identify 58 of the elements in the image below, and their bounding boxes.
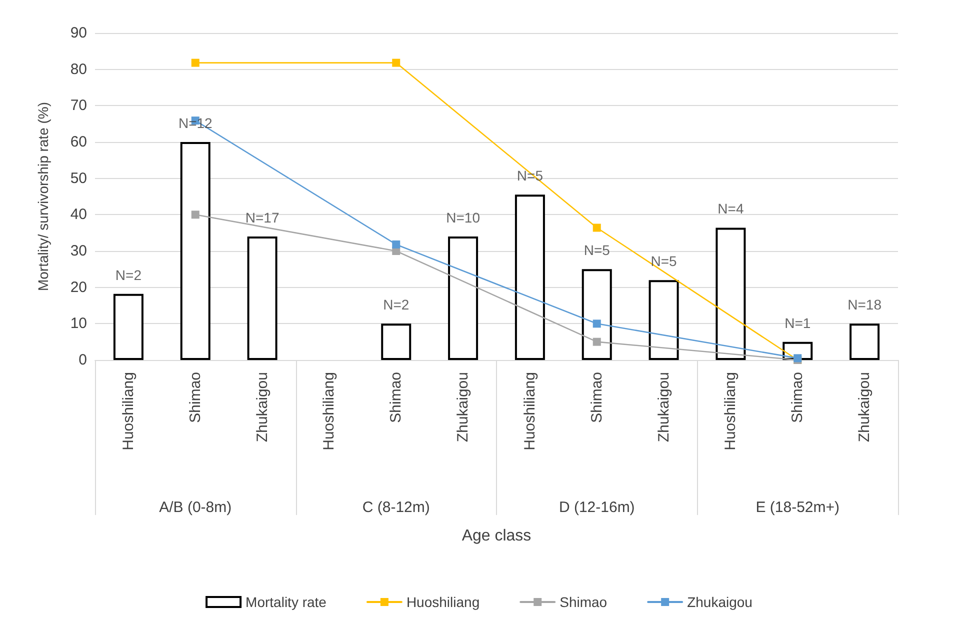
y-tick-label: 50 <box>70 170 87 187</box>
annotation: N=5 <box>650 253 678 270</box>
x-tick-label: Zhukaigou <box>454 372 472 442</box>
x-tick-label: Huoshiliang <box>320 372 338 450</box>
x-axis-title: Age class <box>462 528 532 544</box>
point <box>191 210 200 219</box>
point <box>392 58 400 67</box>
legend-label: Shimao <box>560 594 608 610</box>
bar <box>381 324 412 360</box>
bar <box>180 142 210 360</box>
bar <box>716 228 746 360</box>
x-tick-label: Huoshiliang <box>120 372 137 450</box>
y-tick-label: 60 <box>70 134 87 150</box>
text: A/B (0-8m) <box>159 499 232 516</box>
annotation: N=4 <box>718 200 744 217</box>
y-axis-title: Mortality/ survivorship rate (%) <box>35 102 51 292</box>
bar <box>582 269 612 360</box>
bar <box>448 236 478 360</box>
bar <box>113 294 144 360</box>
bar <box>247 236 278 360</box>
x-tick-label: Zhukaigou <box>254 372 271 442</box>
x-tick-label: Huoshiliang <box>722 372 740 450</box>
bar <box>648 280 679 360</box>
y-tick-label: 80 <box>70 60 87 78</box>
annotation: N=10 <box>446 209 480 226</box>
annotation: N=1 <box>784 314 811 331</box>
point <box>592 224 601 232</box>
y-tick-label: 0 <box>78 352 87 368</box>
text: E (18-52m+) <box>756 499 840 516</box>
y-tick-label: 70 <box>70 97 87 114</box>
legend-label: Mortality rate <box>246 594 327 610</box>
annotation: N=18 <box>848 296 882 313</box>
x-tick-label: Shimao <box>388 372 405 423</box>
legend-label: Huoshiliang <box>406 594 480 610</box>
x-tick-label: Zhukaigou <box>856 372 874 442</box>
annotation: N=2 <box>383 296 410 313</box>
point <box>592 320 601 328</box>
y-tick-label: 90 <box>70 24 87 42</box>
y-tick-label: 30 <box>70 242 87 260</box>
bar <box>514 194 545 360</box>
x-tick-label: Zhukaigou <box>655 372 672 442</box>
x-tick-label: Shimao <box>789 372 806 423</box>
x-tick-label: Shimao <box>186 372 204 423</box>
text: D (12-16m) <box>558 499 635 516</box>
y-tick-label: 10 <box>70 315 87 332</box>
legend-label: Zhukaigou <box>687 594 752 610</box>
bar <box>850 324 880 360</box>
annotation: N=2 <box>115 266 142 283</box>
y-tick-label: 40 <box>70 206 87 224</box>
point <box>392 240 400 248</box>
point <box>191 58 200 67</box>
y-tick-label: 20 <box>70 278 87 296</box>
x-tick-label: Huoshiliang <box>521 372 538 450</box>
annotation: N=5 <box>584 242 610 258</box>
text: C (8-12m) <box>362 499 430 516</box>
point <box>592 338 601 346</box>
x-tick-label: Shimao <box>588 372 606 423</box>
annotation: N=17 <box>245 209 280 226</box>
